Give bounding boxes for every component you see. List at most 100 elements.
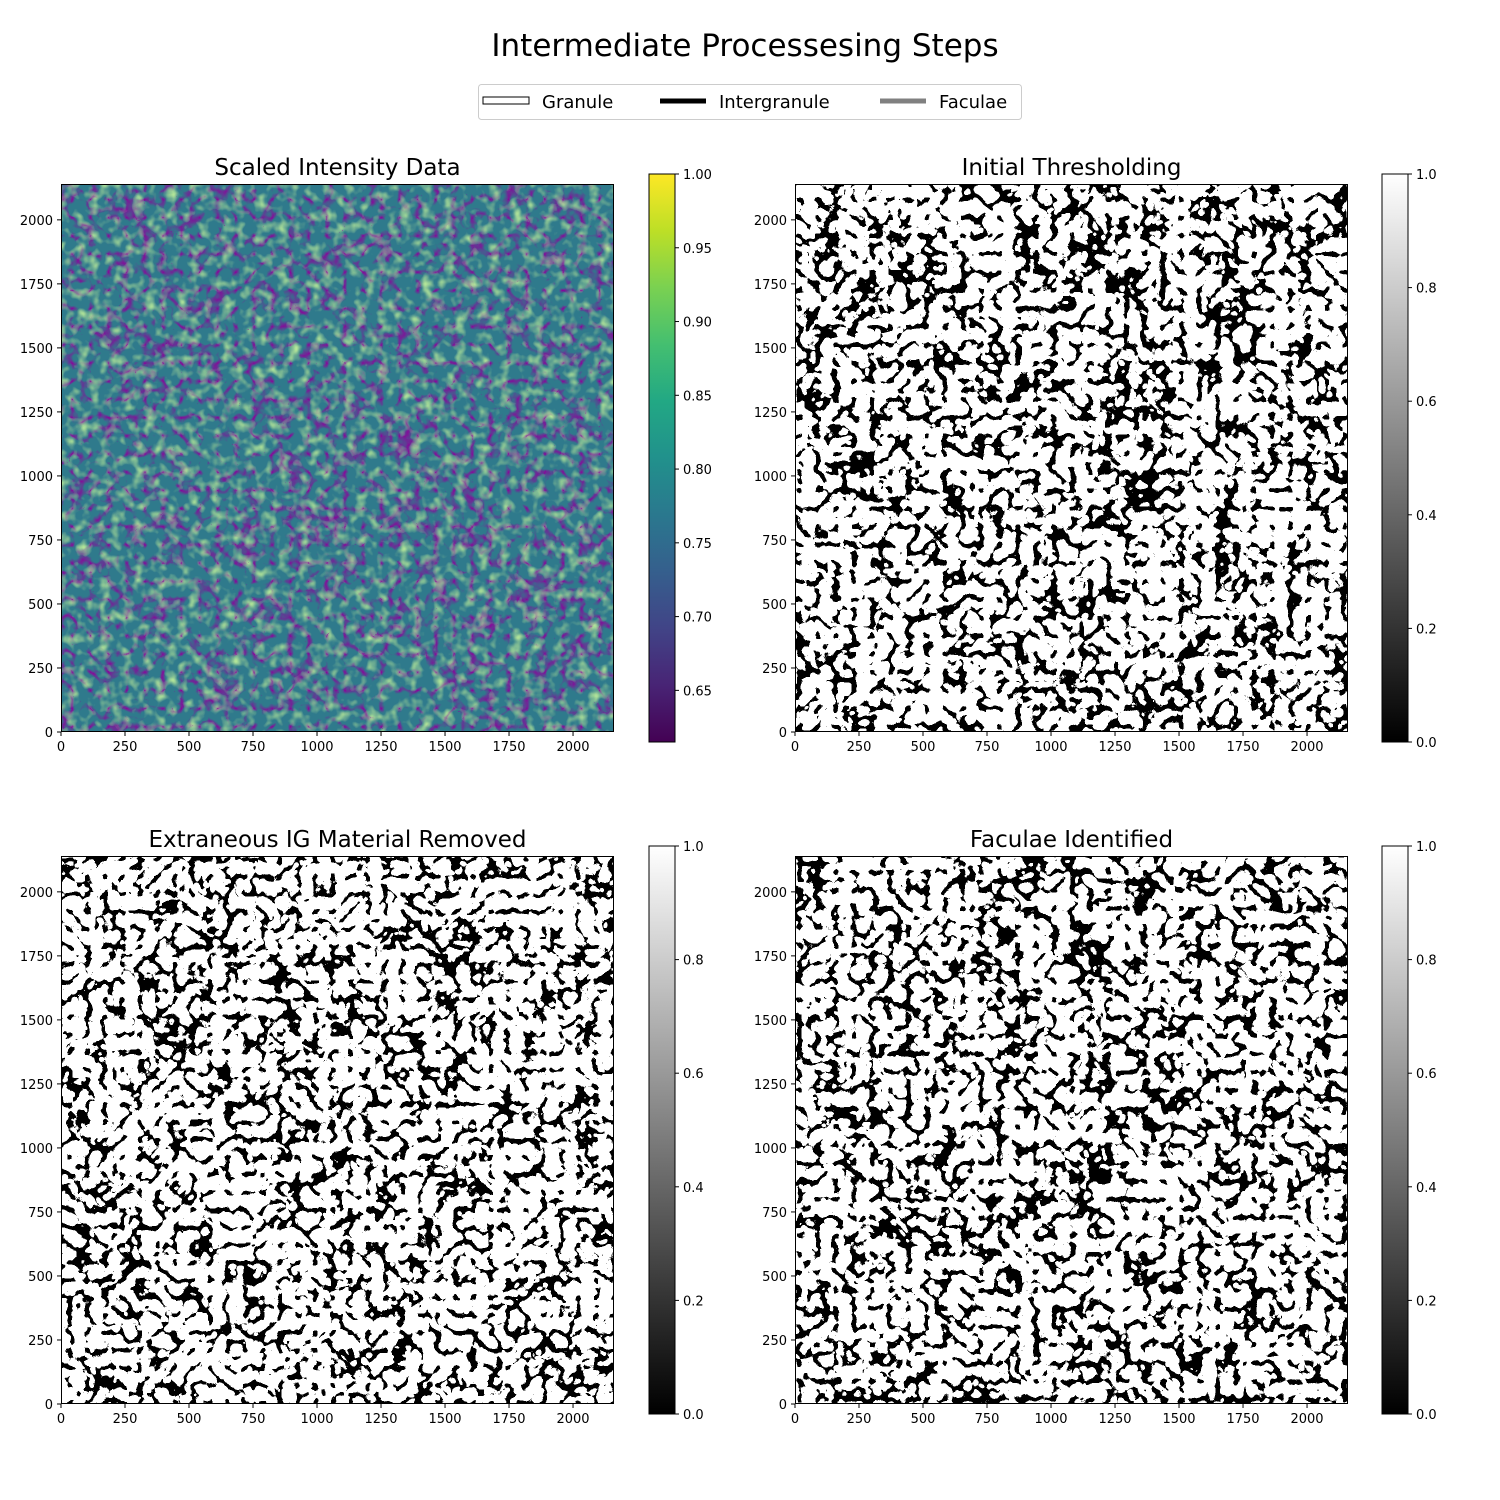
x-tick-label: 1000 bbox=[300, 1412, 333, 1427]
colorbar-tick-label: 0.6 bbox=[683, 1067, 704, 1082]
panel-title: Initial Thresholding bbox=[962, 155, 1182, 181]
x-tick-label: 0 bbox=[791, 740, 799, 755]
axes-frame bbox=[61, 856, 614, 1404]
colorbar-tick-label: 0.4 bbox=[683, 1181, 704, 1196]
x-tick-label: 1500 bbox=[428, 740, 461, 755]
y-tick-label: 2000 bbox=[754, 214, 787, 229]
x-tick-label: 750 bbox=[975, 740, 1000, 755]
colorbar-tick-label: 0.6 bbox=[1416, 395, 1437, 410]
colorbar-tick-label: 0.0 bbox=[683, 1408, 704, 1423]
y-tick-label: 500 bbox=[762, 1270, 787, 1285]
panel-2: Initial Thresholding 0 250 500 750 1000 1250 15… bbox=[754, 155, 1437, 755]
x-tick-label: 500 bbox=[177, 1412, 202, 1427]
x-tick-label: 2000 bbox=[1290, 740, 1323, 755]
y-tick-label: 750 bbox=[762, 1206, 787, 1221]
x-tick-label: 750 bbox=[975, 1412, 1000, 1427]
figure-title: Intermediate Processesing Steps bbox=[491, 28, 998, 64]
colorbar: 0.65 0.70 0.75 0.80 0.85 0.90 0.95 1.00 bbox=[648, 168, 712, 743]
x-tick-label: 500 bbox=[177, 740, 202, 755]
x-tick-label: 250 bbox=[847, 1412, 872, 1427]
y-tick-label: 750 bbox=[28, 534, 53, 549]
colorbar-tick-label: 0.70 bbox=[683, 611, 712, 626]
y-tick-label: 1750 bbox=[20, 950, 53, 965]
y-tick-label: 1000 bbox=[754, 1142, 787, 1157]
x-tick-label: 1500 bbox=[1162, 1412, 1195, 1427]
x-tick-label: 1250 bbox=[364, 740, 397, 755]
x-tick-label: 2000 bbox=[1290, 1412, 1323, 1427]
axes-frame bbox=[795, 184, 1348, 732]
y-tick-label: 0 bbox=[779, 726, 787, 741]
y-tick-label: 250 bbox=[762, 662, 787, 677]
legend: Granule Intergranule Faculae bbox=[478, 84, 1022, 120]
colorbar-tick-label: 0.95 bbox=[683, 242, 712, 257]
colorbar-tick-label: 0.2 bbox=[1416, 1294, 1437, 1309]
x-tick-label: 2000 bbox=[556, 1412, 589, 1427]
colorbar-tick-label: 1.0 bbox=[683, 840, 704, 855]
colorbar-tick-label: 0.2 bbox=[1416, 622, 1437, 637]
x-tick-label: 250 bbox=[113, 740, 138, 755]
x-tick-label: 1000 bbox=[1034, 740, 1067, 755]
colorbar: 0.0 0.2 0.4 0.6 0.8 1.0 bbox=[648, 840, 704, 1423]
colorbar-tick-label: 0.8 bbox=[1416, 954, 1437, 969]
y-tick-label: 500 bbox=[762, 598, 787, 613]
y-tick-label: 1500 bbox=[20, 342, 53, 357]
colorbar-tick-label: 0.0 bbox=[1416, 736, 1437, 751]
x-tick-label: 1750 bbox=[492, 1412, 525, 1427]
x-tick-label: 1750 bbox=[1226, 740, 1259, 755]
x-tick-label: 750 bbox=[241, 740, 266, 755]
x-tick-label: 1750 bbox=[1226, 1412, 1259, 1427]
y-tick-label: 250 bbox=[28, 662, 53, 677]
colorbar-gradient bbox=[648, 173, 676, 743]
colorbar-tick-label: 0.4 bbox=[1416, 509, 1437, 524]
y-tick-label: 2000 bbox=[20, 886, 53, 901]
y-tick-label: 0 bbox=[45, 726, 53, 741]
y-tick-label: 0 bbox=[779, 1398, 787, 1413]
colorbar-tick-label: 1.0 bbox=[1416, 840, 1437, 855]
y-tick-label: 0 bbox=[45, 1398, 53, 1413]
colorbar-tick-label: 0.65 bbox=[683, 684, 712, 699]
image-binary bbox=[795, 184, 1348, 732]
x-tick-label: 1500 bbox=[428, 1412, 461, 1427]
panel-3: Extraneous IG Material Removed 0 250 500 750… bbox=[20, 827, 704, 1427]
legend-label: Intergranule bbox=[719, 92, 830, 113]
x-tick-label: 0 bbox=[57, 1412, 65, 1427]
colorbar-tick-label: 0.8 bbox=[683, 954, 704, 969]
x-tick-label: 1750 bbox=[492, 740, 525, 755]
y-tick-label: 1750 bbox=[754, 950, 787, 965]
x-tick-label: 500 bbox=[911, 1412, 936, 1427]
x-tick-label: 1250 bbox=[1098, 740, 1131, 755]
colorbar-tick-label: 0.0 bbox=[1416, 1408, 1437, 1423]
y-tick-label: 500 bbox=[28, 1270, 53, 1285]
x-tick-label: 1500 bbox=[1162, 740, 1195, 755]
colorbar-tick-label: 1.0 bbox=[1416, 168, 1437, 183]
colorbar-tick-label: 0.2 bbox=[683, 1294, 704, 1309]
colorbar: 0.0 0.2 0.4 0.6 0.8 1.0 bbox=[1381, 168, 1437, 751]
y-tick-label: 500 bbox=[28, 598, 53, 613]
y-tick-label: 1750 bbox=[20, 278, 53, 293]
panel-4: Faculae Identified 0 250 500 750 1000 1250 1500… bbox=[754, 827, 1437, 1427]
colorbar-tick-label: 0.4 bbox=[1416, 1181, 1437, 1196]
y-tick-label: 1500 bbox=[20, 1014, 53, 1029]
y-tick-label: 1500 bbox=[754, 342, 787, 357]
y-tick-label: 2000 bbox=[754, 886, 787, 901]
y-tick-label: 1000 bbox=[20, 1142, 53, 1157]
x-tick-label: 1000 bbox=[300, 740, 333, 755]
colorbar-tick-label: 0.80 bbox=[683, 463, 712, 478]
colorbar-tick-label: 0.8 bbox=[1416, 282, 1437, 297]
x-tick-label: 250 bbox=[113, 1412, 138, 1427]
y-tick-label: 250 bbox=[28, 1334, 53, 1349]
y-tick-label: 750 bbox=[28, 1206, 53, 1221]
x-tick-label: 1250 bbox=[1098, 1412, 1131, 1427]
y-tick-label: 1250 bbox=[754, 1078, 787, 1093]
x-tick-label: 0 bbox=[57, 740, 65, 755]
y-tick-label: 250 bbox=[762, 1334, 787, 1349]
x-tick-label: 250 bbox=[847, 740, 872, 755]
panel-1: Scaled Intensity Data 0 250 500 750 1000 1250 1… bbox=[20, 155, 712, 755]
axes-frame bbox=[61, 184, 614, 732]
legend-label: Faculae bbox=[939, 92, 1007, 113]
x-tick-label: 0 bbox=[791, 1412, 799, 1427]
panel-title: Faculae Identified bbox=[970, 827, 1173, 853]
colorbar-tick-label: 0.6 bbox=[1416, 1067, 1437, 1082]
y-tick-label: 1000 bbox=[20, 470, 53, 485]
